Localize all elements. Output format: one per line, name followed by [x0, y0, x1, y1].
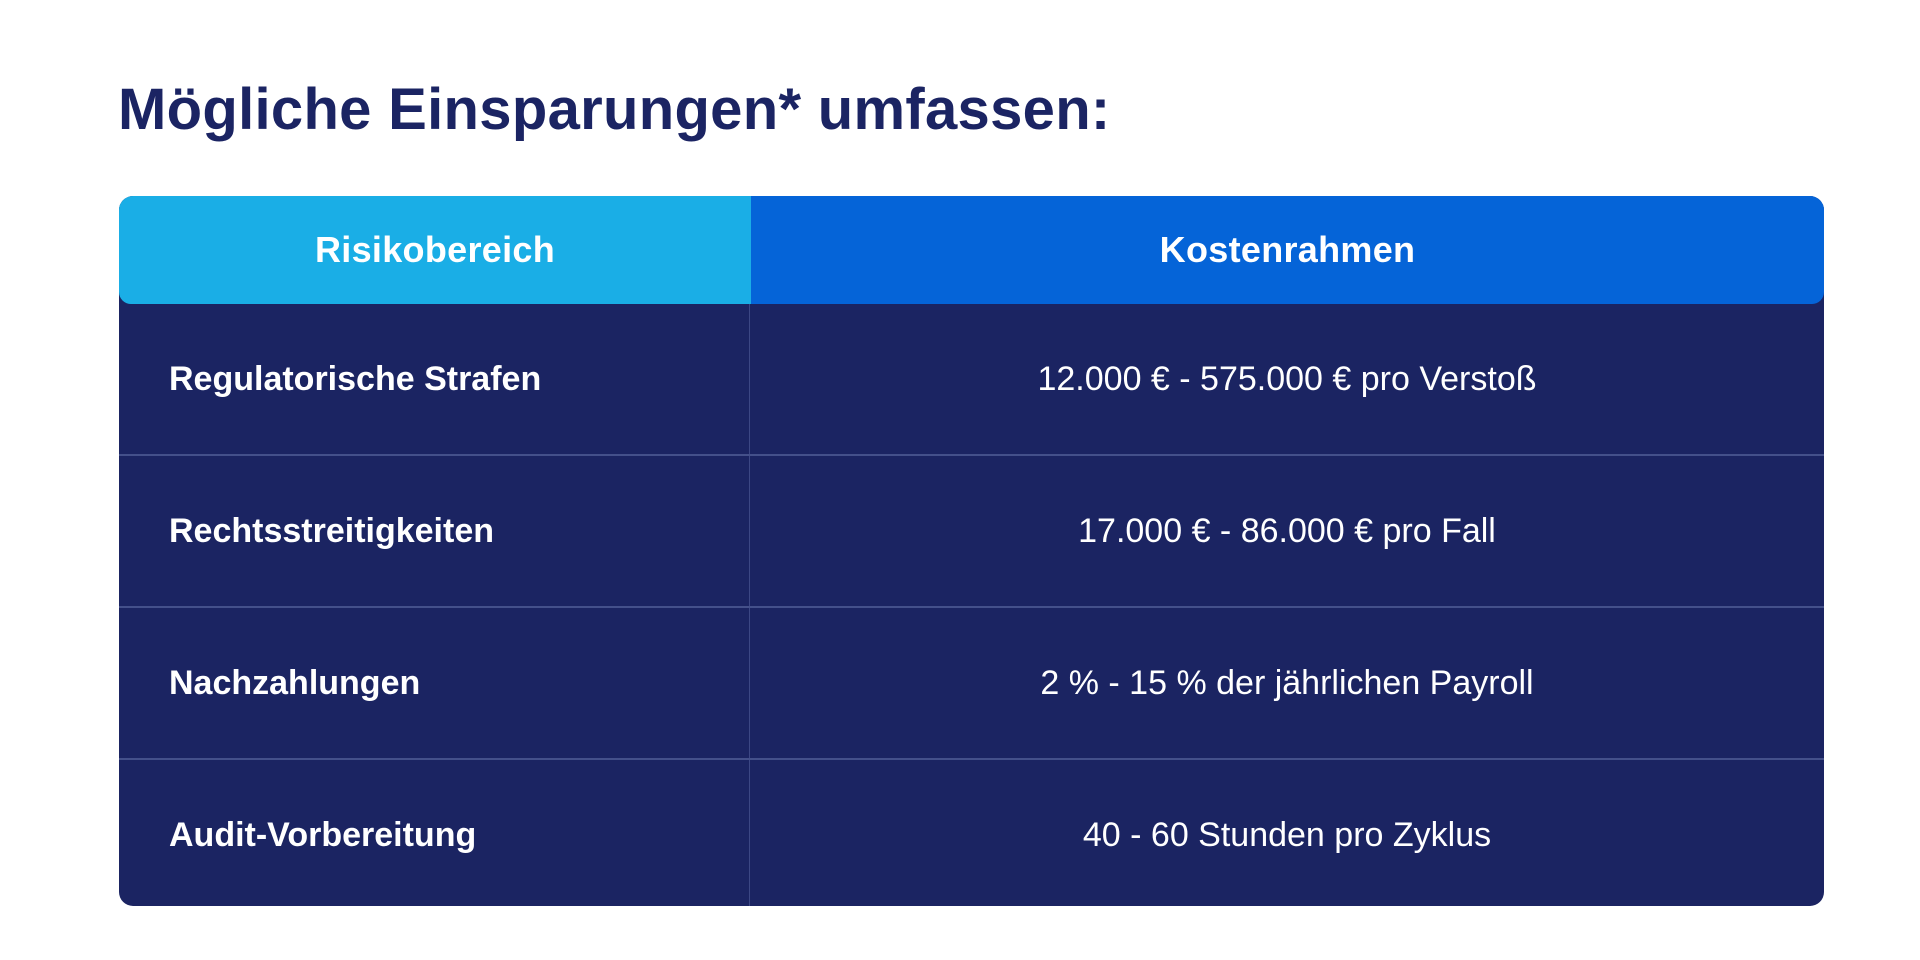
- table-row: Regulatorische Strafen 12.000 € - 575.00…: [119, 304, 1824, 456]
- cost-range-cell: 17.000 € - 86.000 € pro Fall: [1078, 511, 1496, 550]
- table-row: Nachzahlungen 2 % - 15 % der jährlichen …: [119, 608, 1824, 760]
- table-row: Rechtsstreitigkeiten 17.000 € - 86.000 €…: [119, 456, 1824, 608]
- risk-area-cell: Nachzahlungen: [119, 608, 750, 758]
- table-header-row: Risikobereich Kostenrahmen: [119, 196, 1824, 304]
- table-row: Audit-Vorbereitung 40 - 60 Stunden pro Z…: [119, 760, 1824, 906]
- cost-range-cell: 12.000 € - 575.000 € pro Verstoß: [1037, 359, 1537, 398]
- cost-range-cell: 2 % - 15 % der jährlichen Payroll: [1040, 663, 1534, 702]
- cost-range-cell: 40 - 60 Stunden pro Zyklus: [1082, 815, 1492, 854]
- savings-table: Risikobereich Kostenrahmen Regulatorisch…: [119, 196, 1824, 906]
- risk-area-cell: Regulatorische Strafen: [119, 304, 750, 454]
- page-title: Mögliche Einsparungen* umfassen:: [118, 77, 1111, 142]
- risk-area-cell: Audit-Vorbereitung: [119, 760, 750, 906]
- column-header-risk-area: Risikobereich: [119, 196, 751, 304]
- table-body: Regulatorische Strafen 12.000 € - 575.00…: [119, 304, 1824, 906]
- risk-area-cell: Rechtsstreitigkeiten: [119, 456, 750, 606]
- column-header-cost-range: Kostenrahmen: [751, 196, 1824, 304]
